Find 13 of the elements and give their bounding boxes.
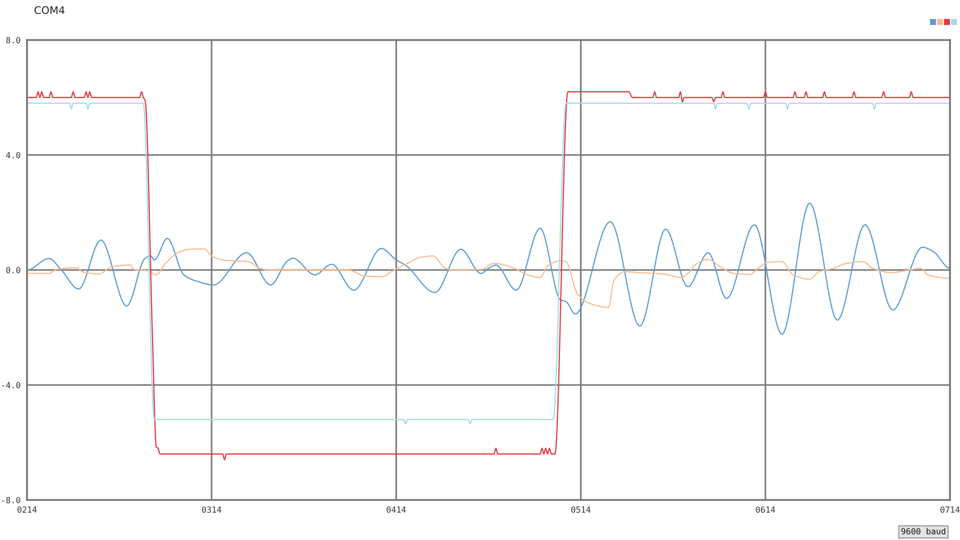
- x-tick-label: 0714: [940, 506, 960, 513]
- y-tick-label: 8.0: [6, 37, 20, 44]
- y-tick-label: -8.0: [2, 497, 20, 504]
- y-tick-label: -4.0: [2, 382, 20, 388]
- x-tick-label: 0614: [756, 506, 776, 513]
- x-tick-label: 0314: [202, 506, 222, 513]
- text: 9600 baud: [901, 528, 946, 534]
- x-tick-label: 0214: [18, 506, 37, 513]
- chart-title: COM4: [34, 6, 65, 14]
- x-tick-label: 0514: [571, 506, 590, 513]
- x-tick-label: 0414: [386, 506, 406, 513]
- y-tick-label: 4.0: [6, 152, 20, 158]
- y-tick-label: 0.0: [6, 267, 20, 274]
